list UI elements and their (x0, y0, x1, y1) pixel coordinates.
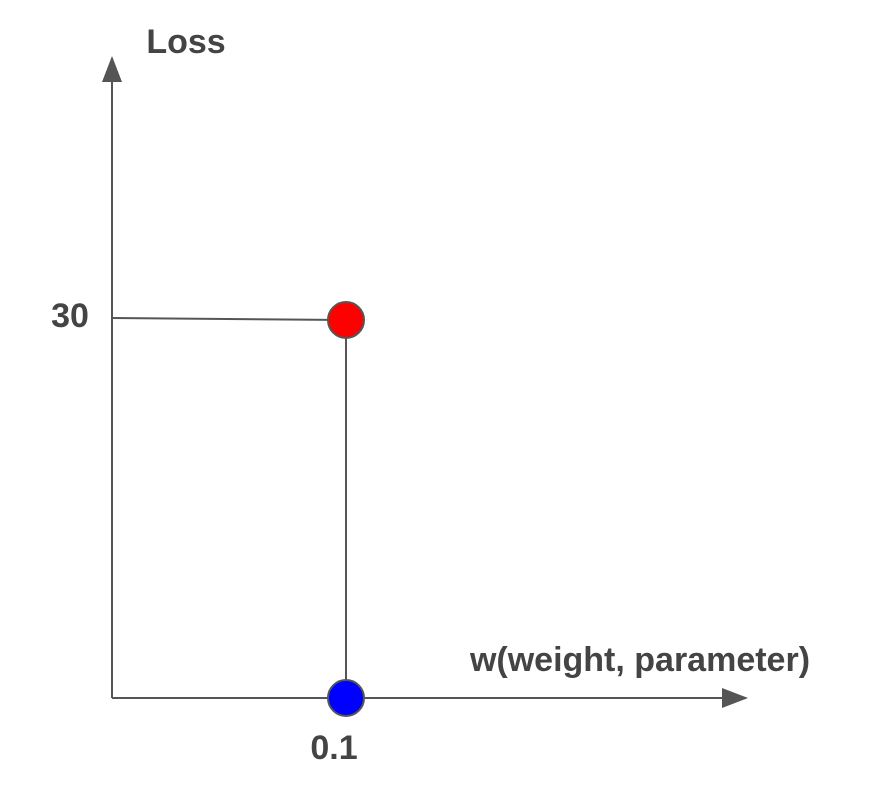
y-axis-label: Loss (146, 23, 225, 61)
y-tick-label: 30 (51, 297, 89, 335)
x-tick-label: 0.1 (310, 729, 357, 767)
x-axis-label: w(weight, parameter) (469, 641, 810, 679)
loss-point (327, 301, 365, 339)
weight-point (327, 679, 365, 717)
guide-line (111, 317, 347, 321)
